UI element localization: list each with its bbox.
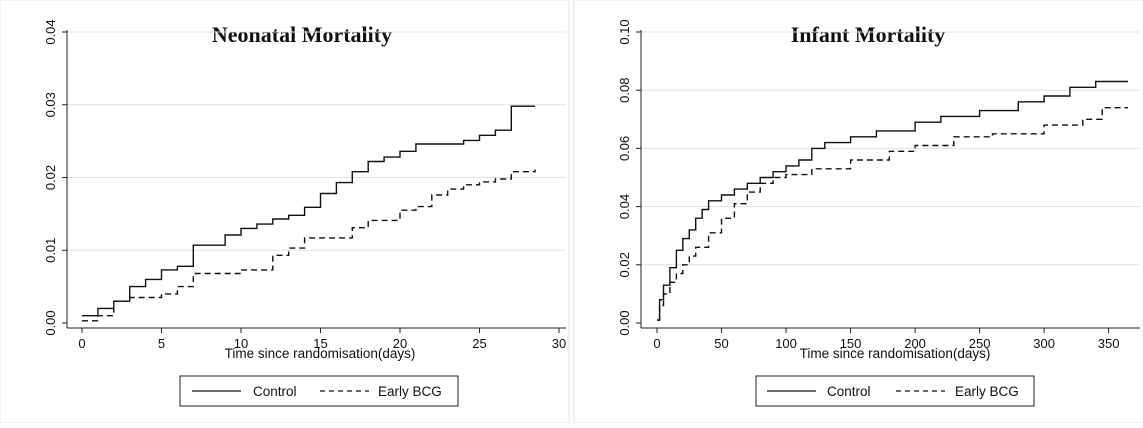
legend-box: [755, 375, 1035, 407]
legend-label-control: Control: [827, 384, 871, 399]
panel-background: [573, 0, 1143, 424]
series-line-early-bcg: [657, 107, 1128, 321]
x-tick-label: 25: [472, 336, 486, 351]
chart-title: Infant Mortality: [791, 22, 946, 47]
x-tick-label: 20: [393, 336, 407, 351]
neonatal-mortality-panel: Neonatal Mortality Time since randomisat…: [0, 0, 570, 424]
x-tick-label: 150: [840, 336, 862, 351]
y-tick-label: 0.01: [43, 238, 58, 263]
x-axis-label: Time since randomisation(days): [800, 346, 991, 361]
x-tick-label: 10: [234, 336, 248, 351]
infant-mortality-panel: Infant Mortality Time since randomisatio…: [573, 0, 1143, 424]
x-tick-label: 30: [552, 336, 566, 351]
series-line-control: [657, 80, 1128, 321]
y-tick-label: 0.02: [43, 165, 58, 190]
y-tick-label: 0.04: [617, 194, 632, 219]
x-tick-label: 200: [904, 336, 926, 351]
x-tick-label: 350: [1098, 336, 1120, 351]
x-tick-label: 5: [158, 336, 165, 351]
y-tick-label: 0.10: [617, 19, 632, 44]
x-tick-label: 300: [1033, 336, 1055, 351]
series-line-control: [82, 105, 536, 317]
y-tick-label: 0.08: [617, 78, 632, 103]
series-line-early-bcg: [82, 169, 536, 322]
x-tick-label: 250: [969, 336, 991, 351]
x-axis-label: Time since randomisation(days): [225, 346, 416, 361]
legend: Control Early BCG: [755, 375, 1035, 407]
y-tick-label: 0.03: [43, 92, 58, 117]
y-tick-label: 0.04: [43, 19, 58, 44]
panel-background: [0, 0, 570, 424]
legend-label-control: Control: [253, 384, 297, 399]
chart-title: Neonatal Mortality: [212, 22, 392, 47]
y-tick-label: 0.00: [617, 310, 632, 335]
x-tick-label: 0: [653, 336, 660, 351]
legend-label-early-bcg: Early BCG: [378, 384, 442, 399]
y-tick-label: 0.06: [617, 136, 632, 161]
x-tick-label: 0: [78, 336, 85, 351]
legend-label-early-bcg: Early BCG: [955, 384, 1019, 399]
x-tick-label: 50: [714, 336, 728, 351]
x-tick-label: 100: [775, 336, 797, 351]
y-tick-label: 0.00: [43, 310, 58, 335]
legend: Control Early BCG: [179, 375, 459, 407]
y-tick-label: 0.02: [617, 252, 632, 277]
x-tick-label: 15: [313, 336, 327, 351]
